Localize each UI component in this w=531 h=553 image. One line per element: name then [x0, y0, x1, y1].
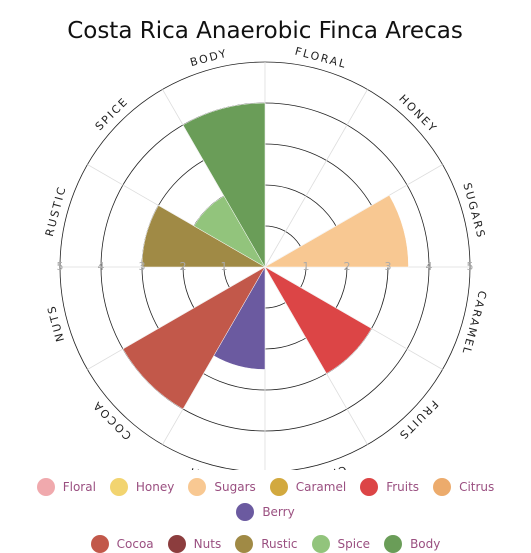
category-label: Rustic [43, 184, 69, 238]
category-label: Honey [396, 92, 440, 136]
legend-item[interactable]: Citrus [433, 478, 494, 496]
legend-item[interactable]: Nuts [167, 535, 222, 553]
legend-item[interactable]: Sugars [188, 478, 256, 496]
legend-label: Honey [135, 480, 175, 494]
legend-swatch [90, 535, 109, 553]
legend-label: Cocoa [116, 537, 154, 551]
legend-swatch [360, 478, 379, 496]
legend: Floral Honey Sugars Caramel Fruits Citrus Berr… [10, 478, 521, 553]
legend-label: Fruits [386, 480, 420, 494]
legend-swatch [36, 478, 55, 496]
legend-swatch [433, 478, 452, 496]
category-label: Spice [93, 95, 132, 134]
legend-label: Rustic [261, 537, 298, 551]
tick-label: 3 [139, 260, 146, 273]
category-label: Cocoa [90, 398, 135, 443]
legend-swatch [188, 478, 207, 496]
chart-area: Costa Rica Anaerobic Finca Arecas Floral… [43, 18, 489, 470]
legend-item[interactable]: Spice [311, 535, 371, 553]
tick-label: 1 [221, 260, 228, 273]
tick-label: 5 [57, 260, 64, 273]
legend-swatch [109, 478, 128, 496]
legend-label: Body [410, 537, 441, 551]
tick-label: 4 [426, 260, 433, 273]
legend-item[interactable]: Cocoa [90, 535, 154, 553]
legend-item[interactable]: Caramel [269, 478, 347, 496]
legend-label: Sugars [214, 480, 256, 494]
category-label: Floral [293, 45, 348, 71]
legend-swatch [269, 478, 288, 496]
wedge [122, 266, 266, 410]
legend-swatch [311, 535, 330, 553]
category-label: Nuts [45, 303, 67, 343]
legend-label: Nuts [193, 537, 222, 551]
category-label: Berry [185, 464, 233, 470]
tick-label: 5 [467, 260, 474, 273]
legend-item[interactable]: Body [384, 535, 440, 553]
legend-label: Berry [262, 505, 295, 519]
legend-item[interactable]: Berry [236, 503, 295, 521]
spoke [264, 89, 368, 268]
category-label: Body [189, 47, 230, 70]
legend-swatch [236, 503, 255, 521]
legend-label: Floral [62, 480, 96, 494]
legend-label: Caramel [295, 480, 347, 494]
legend-item[interactable]: Floral [36, 478, 96, 496]
legend-label: Spice [337, 537, 371, 551]
legend-item[interactable]: Honey [109, 478, 175, 496]
legend-swatch [167, 535, 186, 553]
chart-title: Costa Rica Anaerobic Finca Arecas [67, 18, 463, 44]
wedge [182, 102, 266, 268]
legend-swatch [384, 535, 403, 553]
wedge [264, 194, 409, 268]
chart: Costa Rica Anaerobic Finca Arecas Floral… [36, 18, 494, 553]
tick-label: 3 [385, 260, 392, 273]
category-label: Fruits [395, 397, 440, 442]
wedge [264, 266, 372, 374]
tick-label: 2 [180, 260, 187, 273]
tick-label: 4 [98, 260, 105, 273]
legend-item[interactable]: Fruits [360, 478, 419, 496]
category-label: Sugars [460, 181, 487, 240]
legend-swatch [235, 535, 254, 553]
tick-label: 2 [344, 260, 351, 273]
tick-label: 1 [303, 260, 310, 273]
category-label: Caramel [459, 289, 489, 357]
legend-item[interactable]: Rustic [235, 535, 298, 553]
wedge [141, 205, 266, 268]
legend-label: Citrus [459, 480, 495, 494]
